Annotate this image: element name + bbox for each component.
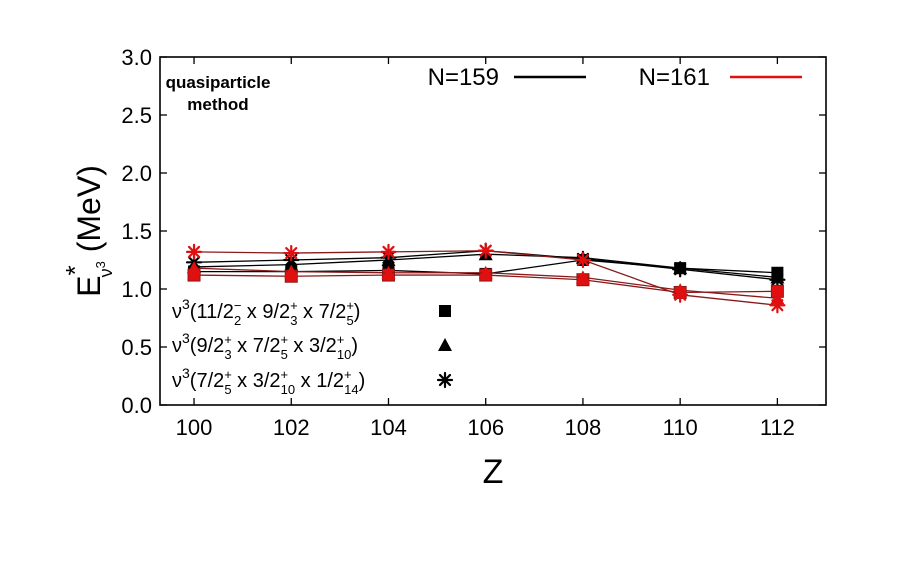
data-point-star — [380, 243, 397, 260]
legend-nu: ν — [172, 335, 182, 357]
y-axis-label: E* ν3 (MeV) — [60, 165, 116, 297]
data-point-star — [185, 243, 203, 260]
legend-text: (7/2 — [190, 370, 224, 392]
y-tick-label: 0.5 — [121, 335, 152, 360]
legend-sub: 3 — [224, 347, 231, 362]
data-point-triangle — [478, 265, 493, 279]
legend-sub: 5 — [347, 313, 354, 328]
data-point-star — [477, 242, 494, 259]
legend-sub: 10 — [337, 347, 351, 362]
legend-text: (9/2 — [190, 335, 224, 357]
legend-sup: + — [346, 298, 354, 313]
legend-sub: 2 — [234, 313, 241, 328]
legend-sub: 5 — [281, 347, 288, 362]
legend-text: x 9/2 — [241, 301, 290, 323]
legend-text: x 7/2 — [297, 301, 346, 323]
legend-marker-label-square: ν3(11/2− 2 x 9/2+ 3 x 7/2+ 5) — [172, 296, 360, 328]
legend-n161-label: N=161 — [639, 64, 710, 91]
legend-marker-label-triangle: ν3(9/2+ 3 x 7/2+ 5 x 3/2+ 10) — [172, 330, 358, 362]
x-tick-label: 102 — [273, 415, 310, 440]
data-point-star — [672, 286, 689, 303]
legend-text: x 3/2 — [232, 370, 281, 392]
data-point-star — [769, 271, 786, 288]
legend-text: ) — [359, 370, 366, 392]
data-point-star — [769, 297, 786, 314]
data-point-triangle — [187, 261, 202, 275]
data-point-triangle — [575, 270, 590, 284]
x-tick-label: 112 — [760, 415, 795, 440]
data-point-star-stroke-3 — [576, 253, 589, 267]
data-point-star — [283, 244, 300, 262]
data-point-star-stroke-3 — [674, 263, 687, 276]
legend-sub: 10 — [281, 382, 295, 397]
data-point-triangle — [284, 264, 299, 278]
legend-marker-triangle — [438, 338, 452, 351]
legend-sup: + — [224, 332, 232, 347]
legend-sub: 14 — [344, 382, 358, 397]
legend-marker-square — [439, 305, 451, 317]
data-point-triangle — [381, 265, 396, 279]
y-axis-label-star: * — [60, 265, 90, 275]
y-tick-label: 1.5 — [121, 219, 152, 244]
x-tick-label: 100 — [176, 415, 213, 440]
legend-text: x 7/2 — [232, 335, 281, 357]
x-tick-label: 108 — [565, 415, 602, 440]
legend-marker-label-star: ν3(7/2+ 5 x 3/2+ 10 x 1/2+ 14) — [172, 365, 365, 397]
y-axis-label-main: E — [71, 276, 107, 297]
legend-marker-star-stroke-3 — [438, 373, 452, 387]
data-point-star-stroke-3 — [771, 273, 784, 286]
legend-nu-exp: 3 — [182, 330, 190, 346]
legend-text: (11/2 — [190, 301, 234, 323]
y-axis-label-sub: ν — [96, 268, 116, 277]
legend-text: x 1/2 — [295, 370, 344, 392]
plot-frame — [159, 56, 827, 406]
x-axis-label: Z — [483, 453, 504, 491]
legend-nu: ν — [172, 370, 182, 392]
legend-text: ) — [351, 335, 358, 357]
x-tick-label: 110 — [663, 415, 698, 440]
legend-sup: + — [337, 332, 345, 347]
legend-nu: ν — [172, 301, 182, 323]
legend-text: ) — [354, 301, 361, 323]
legend-sup: + — [344, 367, 352, 382]
legend-sup: − — [234, 298, 242, 313]
x-tick-label: 106 — [467, 415, 504, 440]
data-point-star-stroke-3 — [674, 288, 687, 301]
data-point-star-stroke-3 — [285, 246, 298, 260]
y-tick-label: 2.5 — [121, 103, 152, 128]
legend-text: x 3/2 — [288, 335, 337, 357]
legend-sup: + — [281, 367, 289, 382]
legend-nu-exp: 3 — [182, 296, 190, 312]
data-point-star-stroke-3 — [187, 245, 201, 258]
y-tick-label: 0.0 — [121, 393, 152, 418]
legend-marker-star — [436, 371, 454, 389]
y-tick-label: 2.0 — [121, 161, 152, 186]
y-axis-label-subsup: 3 — [93, 261, 108, 268]
data-point-star — [574, 251, 592, 269]
legend-sup: + — [224, 367, 232, 382]
legend-sup: + — [281, 332, 289, 347]
legend-n159-label: N=159 — [428, 64, 499, 91]
data-point-star-stroke-3 — [479, 244, 492, 257]
y-tick-label: 3.0 — [121, 45, 152, 70]
legend-sub: 5 — [224, 382, 231, 397]
data-point-star-stroke-3 — [771, 299, 784, 312]
data-point-star-stroke-3 — [382, 245, 395, 258]
annotation-line-1: quasiparticle — [166, 73, 271, 92]
x-tick-label: 104 — [370, 415, 407, 440]
data-point-star — [672, 261, 689, 278]
legend-sup: + — [290, 298, 298, 313]
legend-sub: 3 — [290, 313, 297, 328]
y-axis-label-unit: (MeV) — [71, 165, 107, 261]
legend-nu-exp: 3 — [182, 365, 190, 381]
annotation-line-2: method — [187, 95, 248, 114]
y-tick-label: 1.0 — [121, 277, 152, 302]
